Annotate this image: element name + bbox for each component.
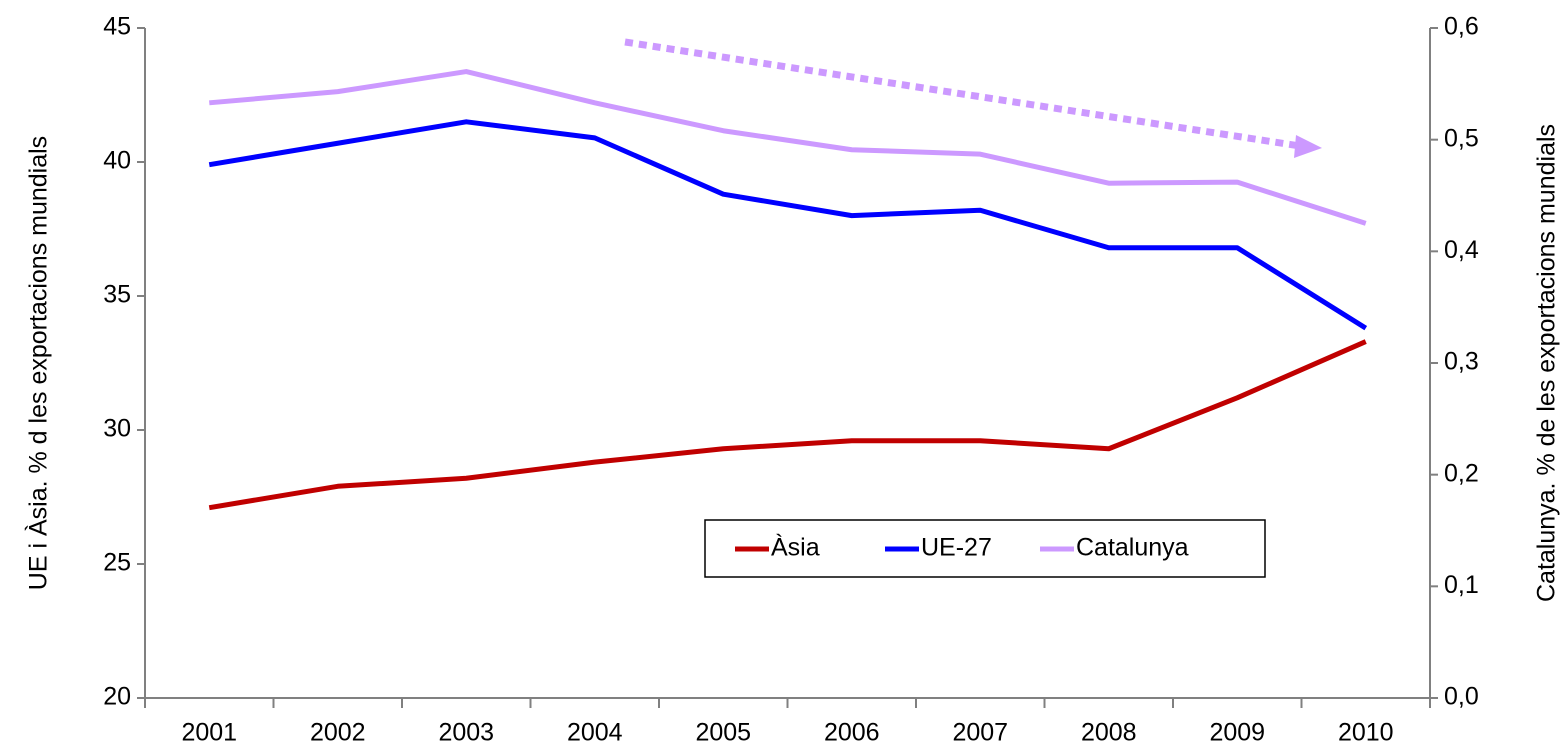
series-line [209,69,1367,226]
y-tick-label: 20 [103,683,131,711]
x-tick-label: 2006 [824,719,880,747]
y2-tick-label: 0,3 [1444,348,1479,376]
y-tick-label: 40 [103,147,131,175]
x-tick-label: 2007 [952,719,1008,747]
y2-tick-label: 0,0 [1444,683,1479,711]
series-line [208,119,1368,331]
x-tick-label: 2008 [1081,719,1137,747]
x-tick-label: 2001 [181,719,237,747]
x-tick-label: 2003 [438,719,494,747]
y-tick-label: 30 [103,415,131,443]
y-tick-label: 35 [103,281,131,309]
y-tick-label: 45 [103,13,131,41]
legend-label: Catalunya [1076,534,1189,562]
legend-label: UE-27 [921,534,992,562]
legend-label: Àsia [771,533,820,562]
y2-tick-label: 0,5 [1444,124,1479,152]
legend-box [704,519,1266,578]
trend-arrow [624,38,1301,150]
trend-arrow-head [1294,135,1322,158]
series-line [208,339,1367,511]
y2-tick-label: 0,2 [1444,459,1479,487]
y2-tick-label: 0,4 [1444,236,1479,264]
y2-tick-label: 0,6 [1444,13,1479,41]
x-tick-label: 2009 [1209,719,1265,747]
y2-axis-label: Catalunya. % de les exportacions mundial… [1533,124,1561,602]
x-tick-label: 2010 [1338,719,1394,747]
x-tick-label: 2005 [695,719,751,747]
y-tick-label: 25 [103,549,131,577]
x-tick-label: 2002 [310,719,366,747]
y2-tick-label: 0,1 [1444,571,1479,599]
x-tick-label: 2004 [567,719,623,747]
y-axis-label: UE i Àsia. % d les exportacions mundials [24,136,53,590]
